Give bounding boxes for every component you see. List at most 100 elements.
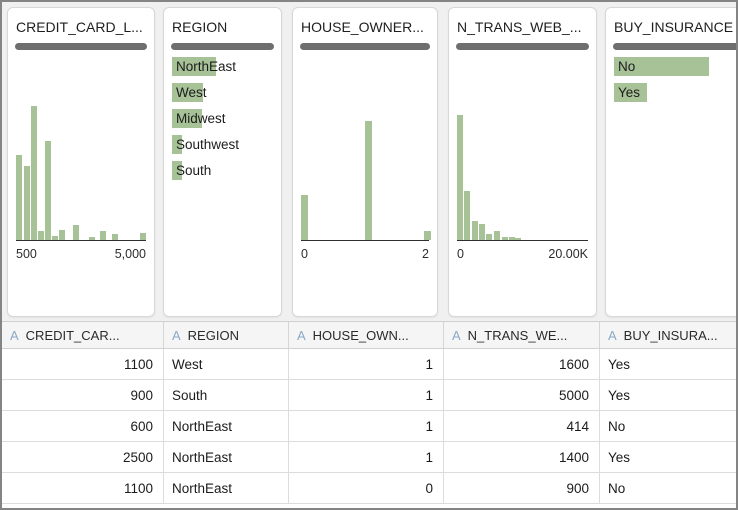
histogram-bar[interactable] <box>479 224 485 240</box>
category-bar-item[interactable]: Southwest <box>172 135 273 154</box>
quality-indicator-bar <box>300 43 430 50</box>
grid-cell: 1400 <box>444 442 600 472</box>
profile-card-2[interactable]: REGION NorthEast West Midwest Southwest South <box>163 7 282 317</box>
grid-cell: Yes <box>600 380 736 410</box>
column-header-3[interactable]: A HOUSE_OWN... <box>289 322 444 348</box>
histogram-bar[interactable] <box>502 237 508 240</box>
grid-cell: South <box>164 380 289 410</box>
category-bar-item[interactable]: West <box>172 83 273 102</box>
profile-card-3[interactable]: HOUSE_OWNER... 0 2 <box>292 7 438 317</box>
category-bar-item[interactable]: Yes <box>614 83 736 102</box>
category-frequency-bar <box>172 161 182 180</box>
category-label: Southwest <box>176 137 240 152</box>
card-title: N_TRANS_WEB_... <box>457 19 582 35</box>
text-type-icon: A <box>608 327 617 343</box>
histogram-bar[interactable] <box>89 237 95 240</box>
x-axis-labels: 500 5,000 <box>16 247 146 261</box>
histogram-bar[interactable] <box>509 237 515 240</box>
histogram-bar[interactable] <box>365 121 372 240</box>
category-bar-item[interactable]: South <box>172 161 273 180</box>
histogram-bar[interactable] <box>486 234 492 240</box>
table-row-5: 1100 NorthEast 0 900 No <box>2 473 736 504</box>
grid-cell: 1 <box>289 411 444 441</box>
histogram-bar[interactable] <box>464 191 470 240</box>
column-header-5[interactable]: A BUY_INSURA... <box>600 322 736 348</box>
grid-cell: No <box>600 411 736 441</box>
grid-cell: 900 <box>444 473 600 503</box>
card-title: REGION <box>172 19 228 35</box>
grid-header-row: A CREDIT_CAR... A REGION A HOUSE_OWN... A N_TRA… <box>2 321 736 349</box>
histogram-chart <box>457 105 588 241</box>
card-title: BUY_INSURANCE <box>614 19 734 35</box>
histogram-bar[interactable] <box>45 141 51 240</box>
column-header-label: N_TRANS_WE... <box>467 327 568 343</box>
category-label: No <box>618 59 636 74</box>
histogram-bar[interactable] <box>457 115 463 240</box>
histogram-bar[interactable] <box>472 221 478 240</box>
table-row-2: 900 South 1 5000 Yes <box>2 380 736 411</box>
axis-max-label: 5,000 <box>114 247 146 261</box>
card-title: HOUSE_OWNER... <box>301 19 424 35</box>
grid-cell: 1 <box>289 380 444 410</box>
histogram-chart <box>16 105 146 241</box>
axis-min-label: 0 <box>301 247 308 261</box>
histogram-bar[interactable] <box>100 231 106 240</box>
grid-cell: Yes <box>600 442 736 472</box>
category-label: NorthEast <box>176 59 237 74</box>
category-frequency-bar <box>172 109 202 128</box>
profile-card-5[interactable]: BUY_INSURANCE No Yes <box>605 7 736 317</box>
table-row-3: 600 NorthEast 1 414 No <box>2 411 736 442</box>
grid-cell: 1100 <box>2 473 164 503</box>
category-bar-item[interactable]: Midwest <box>172 109 273 128</box>
category-label: Yes <box>618 85 641 100</box>
histogram-bar[interactable] <box>24 166 30 240</box>
histogram-bar[interactable] <box>494 231 500 240</box>
category-list: No Yes <box>614 57 736 109</box>
histogram-bar[interactable] <box>424 231 431 240</box>
axis-min-label: 500 <box>16 247 37 261</box>
profile-card-4[interactable]: N_TRANS_WEB_... 0 20.00K <box>448 7 597 317</box>
column-header-4[interactable]: A N_TRANS_WE... <box>444 322 600 348</box>
grid-cell: 1600 <box>444 349 600 379</box>
x-axis-labels: 0 20.00K <box>457 247 588 261</box>
grid-cell: 414 <box>444 411 600 441</box>
histogram-bar[interactable] <box>515 238 521 240</box>
histogram-bar[interactable] <box>112 234 118 240</box>
column-header-label: REGION <box>187 327 239 343</box>
column-header-label: BUY_INSURA... <box>623 327 718 343</box>
quality-indicator-bar <box>15 43 147 50</box>
column-header-1[interactable]: A CREDIT_CAR... <box>2 322 164 348</box>
histogram-bar[interactable] <box>16 155 22 240</box>
histogram-bar[interactable] <box>52 236 58 240</box>
histogram-bar[interactable] <box>59 230 65 240</box>
category-bar-item[interactable]: No <box>614 57 736 76</box>
histogram-bar[interactable] <box>38 231 44 240</box>
grid-cell: West <box>164 349 289 379</box>
grid-cell: 900 <box>2 380 164 410</box>
text-type-icon: A <box>297 327 306 343</box>
grid-cell: No <box>600 473 736 503</box>
text-type-icon: A <box>172 327 181 343</box>
category-bar-item[interactable]: NorthEast <box>172 57 273 76</box>
grid-cell: NorthEast <box>164 411 289 441</box>
column-header-label: CREDIT_CAR... <box>25 327 120 343</box>
histogram-bar[interactable] <box>140 233 146 240</box>
category-label: West <box>176 85 207 100</box>
histogram-bar[interactable] <box>73 225 79 240</box>
histogram-bar[interactable] <box>31 106 37 240</box>
category-frequency-bar <box>172 57 216 76</box>
text-type-icon: A <box>10 327 19 343</box>
grid-cell: 600 <box>2 411 164 441</box>
histogram-bar[interactable] <box>301 195 308 240</box>
table-row-1: 1100 West 1 1600 Yes <box>2 349 736 380</box>
grid-cell: NorthEast <box>164 442 289 472</box>
grid-cell: NorthEast <box>164 473 289 503</box>
category-list: NorthEast West Midwest Southwest South <box>172 57 273 187</box>
grid-cell: 5000 <box>444 380 600 410</box>
text-type-icon: A <box>452 327 461 343</box>
profile-card-1[interactable]: CREDIT_CARD_L... 500 5,000 <box>7 7 155 317</box>
column-header-2[interactable]: A REGION <box>164 322 289 348</box>
category-frequency-bar <box>614 83 647 102</box>
grid-cell: 2500 <box>2 442 164 472</box>
